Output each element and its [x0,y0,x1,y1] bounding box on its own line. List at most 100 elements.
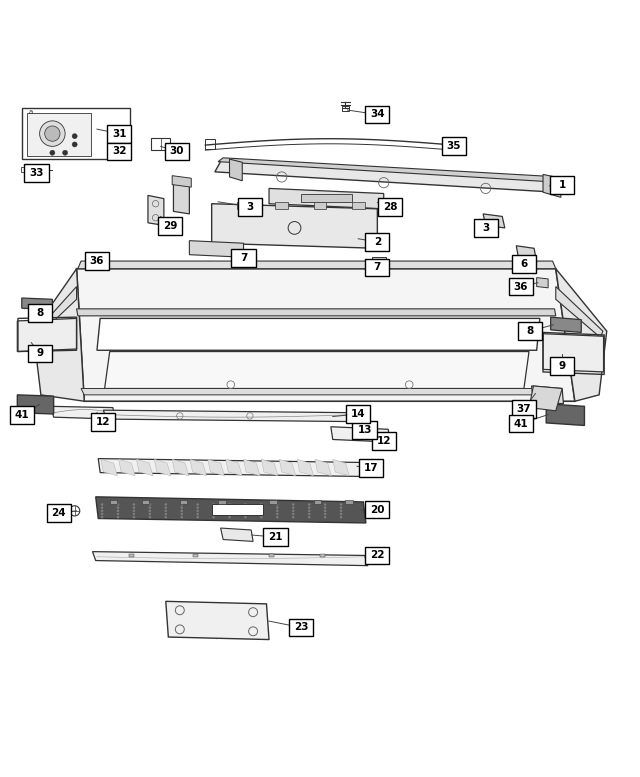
Polygon shape [556,287,603,337]
Polygon shape [81,388,556,395]
Circle shape [292,513,294,515]
Polygon shape [172,459,189,476]
Text: 41: 41 [513,419,528,429]
Circle shape [276,507,278,509]
Text: 24: 24 [51,507,66,517]
Polygon shape [314,203,326,209]
Polygon shape [537,277,548,287]
Text: 14: 14 [351,409,365,419]
Circle shape [180,513,183,515]
Circle shape [180,510,183,512]
Text: 9: 9 [36,348,43,358]
Circle shape [308,510,310,512]
Text: 6: 6 [520,260,527,270]
Polygon shape [103,410,358,422]
Text: 36: 36 [513,281,528,291]
Bar [158,217,182,235]
Polygon shape [104,351,529,388]
Text: 35: 35 [447,141,461,152]
Bar [365,106,390,124]
Circle shape [100,513,103,515]
Polygon shape [27,113,91,156]
Circle shape [292,503,294,506]
Circle shape [228,513,231,515]
Bar [378,198,402,216]
Bar [359,459,383,477]
Bar [518,322,542,340]
Circle shape [164,507,167,509]
Circle shape [196,510,199,512]
Bar [314,500,321,503]
Text: 12: 12 [376,436,391,446]
Bar [212,503,262,515]
Bar [20,167,27,172]
Circle shape [276,513,278,515]
Circle shape [148,513,151,515]
Text: 7: 7 [374,263,381,273]
Bar [269,554,274,557]
Circle shape [116,510,119,512]
Circle shape [148,503,151,506]
Bar [232,249,255,267]
Bar [269,500,276,503]
Circle shape [228,516,231,518]
Polygon shape [77,269,575,401]
Polygon shape [154,459,171,476]
Bar [550,357,574,375]
Polygon shape [17,395,54,414]
Bar [353,421,377,439]
Polygon shape [529,386,562,411]
Text: a: a [28,110,33,116]
Circle shape [148,516,151,518]
Circle shape [228,510,231,512]
Circle shape [276,503,278,506]
Polygon shape [190,459,207,476]
Circle shape [132,503,135,506]
Circle shape [148,510,151,512]
Circle shape [72,134,77,139]
Circle shape [308,516,310,518]
Polygon shape [17,319,77,351]
Circle shape [260,507,262,509]
Bar [22,108,130,159]
Circle shape [196,507,199,509]
Text: 8: 8 [527,326,534,336]
Circle shape [196,503,199,506]
Circle shape [100,510,103,512]
Circle shape [180,507,183,509]
Circle shape [132,513,135,515]
Circle shape [324,513,326,515]
Polygon shape [77,308,556,316]
Circle shape [164,513,167,515]
Text: 7: 7 [240,253,247,263]
Bar [512,400,536,418]
Polygon shape [532,386,563,404]
Bar [320,554,325,557]
Circle shape [148,507,151,509]
Circle shape [228,507,231,509]
Text: 34: 34 [370,110,385,120]
Polygon shape [118,459,135,476]
Bar [28,344,52,362]
Circle shape [164,503,167,506]
Circle shape [196,516,199,518]
Circle shape [244,516,246,518]
Circle shape [292,516,294,518]
Circle shape [100,503,103,506]
Bar [289,618,313,636]
Bar [180,500,188,503]
Polygon shape [261,459,278,476]
Text: 37: 37 [516,404,531,414]
Polygon shape [331,427,390,442]
Bar [107,124,131,142]
Circle shape [340,516,342,518]
Polygon shape [483,214,505,228]
Text: 31: 31 [112,129,127,138]
Circle shape [180,516,183,518]
Text: 21: 21 [268,532,283,542]
Bar [346,405,371,423]
Bar [141,500,149,503]
Bar [92,413,115,430]
Bar [24,164,49,182]
Text: 3: 3 [246,202,253,212]
